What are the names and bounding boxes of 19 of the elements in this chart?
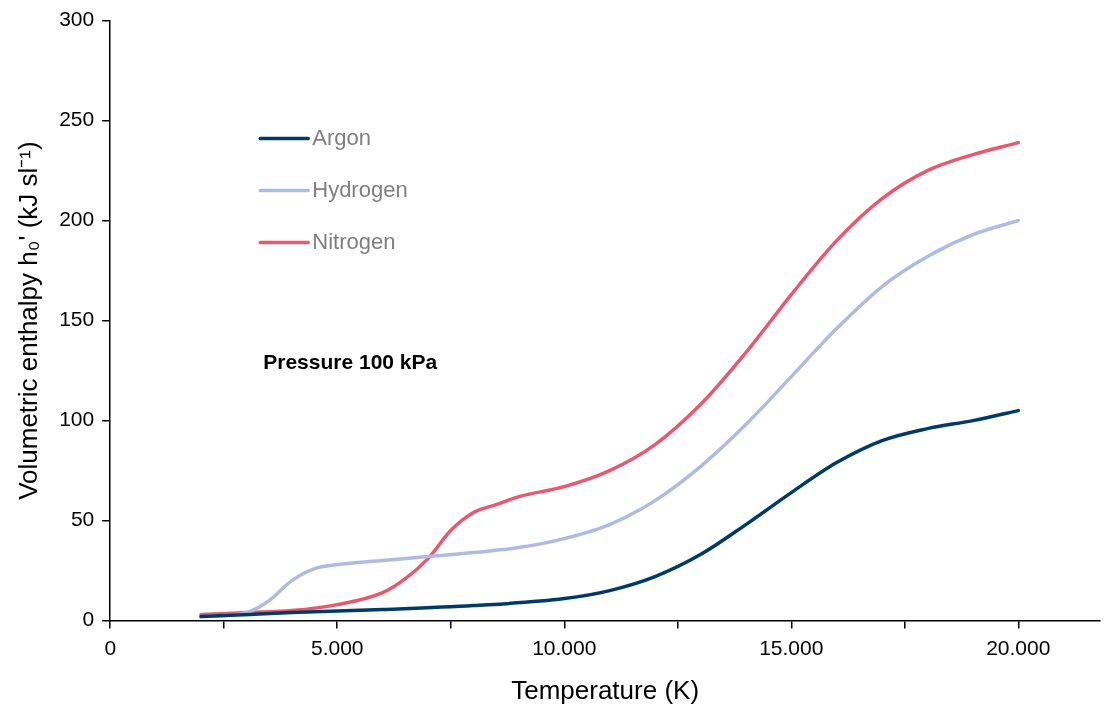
annotation: Pressure 100 kPa [263, 350, 438, 374]
line-series [199, 408, 1021, 619]
x-tick-label: 15.000 [759, 636, 824, 659]
y-tick-label: 150 [59, 307, 95, 331]
x-tick-label: 10.000 [532, 636, 597, 659]
legend-label: Hydrogen [312, 176, 408, 202]
y-tick-label: 200 [59, 207, 95, 231]
y-axis-title: Volumetric enthalpy h₀' (kJ sl⁻¹) [12, 141, 43, 500]
y-tick-label: 100 [59, 407, 95, 431]
legend-label: Argon [312, 124, 371, 150]
x-tick-label: 5.000 [310, 636, 364, 659]
x-tick-label: 20.000 [986, 636, 1051, 659]
y-tick-label: 250 [59, 107, 95, 131]
x-tick-label: 0 [104, 636, 117, 659]
y-tick-label: 50 [70, 507, 95, 531]
x-axis-title: Temperature (K) [511, 674, 700, 705]
legend-label: Nitrogen [312, 228, 396, 254]
y-tick-label: 300 [59, 7, 95, 31]
y-tick-label: 0 [82, 607, 95, 631]
